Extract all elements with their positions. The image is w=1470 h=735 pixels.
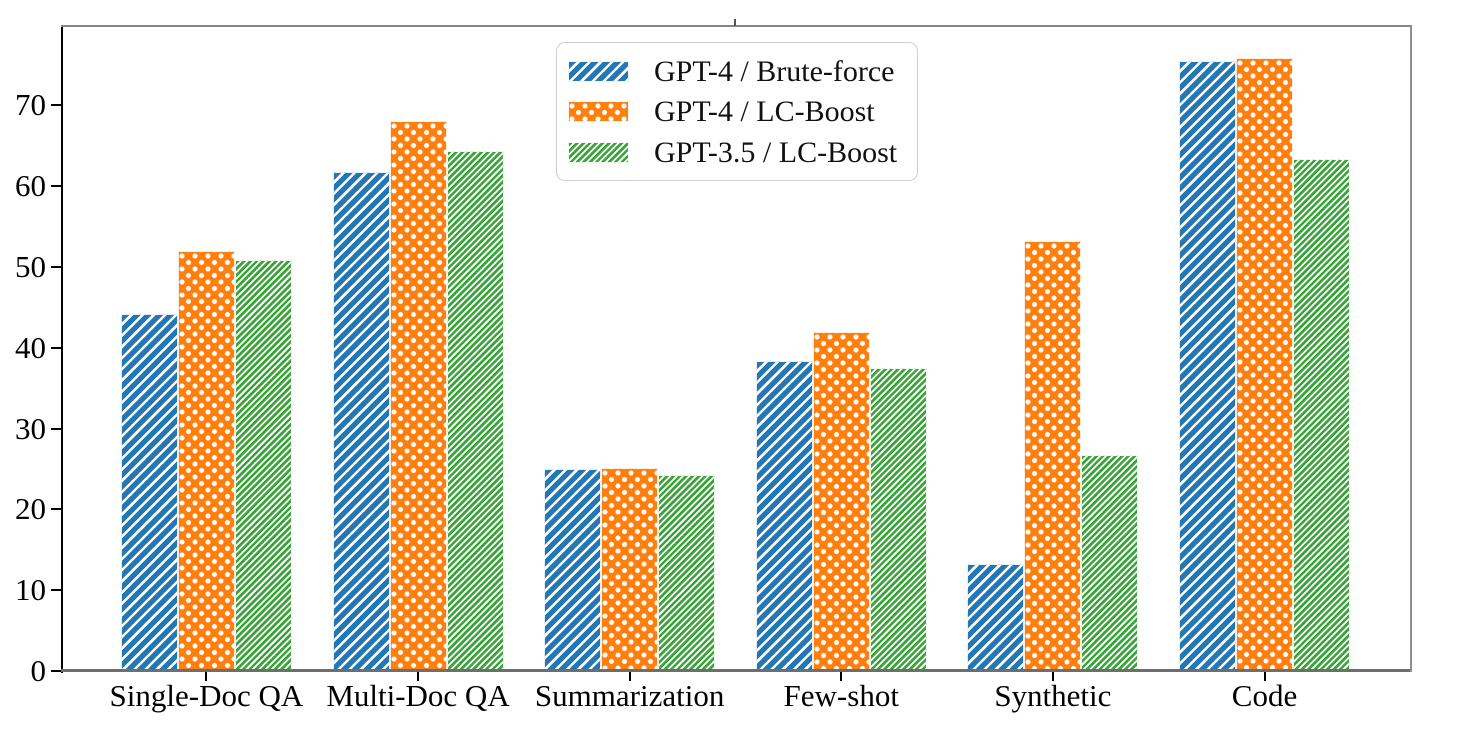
legend-item: GPT-4 / LC-Boost [568,95,909,128]
legend-label: GPT-4 / Brute-force [654,54,895,88]
left-spine [61,26,63,673]
bar [755,360,813,671]
y-tick-mark [51,427,61,430]
right-spine [1410,25,1412,672]
bar [544,468,602,671]
bar [120,313,178,671]
bar [1081,455,1139,671]
y-tick-label: 30 [15,410,46,446]
x-category-label: Summarization [534,678,725,713]
x-category-label: Multi-Doc QA [326,678,510,713]
bar [1024,241,1082,671]
x-category-label: Few-shot [783,678,899,713]
legend-swatch-icon [568,60,629,82]
y-tick-mark [51,265,61,268]
x-tick-mark [205,672,208,681]
bar [812,332,870,671]
bar [1236,58,1293,671]
bar [389,120,447,671]
bar [446,151,504,671]
bar [332,172,390,671]
bar [967,564,1025,671]
y-tick-label: 50 [15,248,46,284]
y-tick-label: 60 [15,168,46,204]
y-tick-mark [51,104,61,107]
bar [177,250,235,671]
y-tick-mark [51,670,61,672]
x-tick-mark [1051,672,1054,681]
x-tick-mark [417,672,420,681]
y-tick-label: 40 [15,329,46,365]
y-tick-label: 10 [15,572,46,608]
y-tick-mark [51,589,61,592]
legend-swatch-icon [568,141,629,163]
bottom-spine [61,669,1412,672]
legend-item: GPT-4 / Brute-force [568,55,909,88]
bar [234,260,292,671]
legend-label: GPT-3.5 / LC-Boost [654,135,898,169]
bar [869,367,927,671]
legend-item: GPT-3.5 / LC-Boost [568,136,909,169]
x-tick-mark [628,672,631,681]
y-tick-label: 20 [15,491,46,527]
x-tick-mark [1263,672,1266,681]
bar [658,474,716,671]
legend: GPT-4 / Brute-force GPT-4 / LC-Boost GPT-3… [556,42,918,181]
y-tick-mark [51,508,61,511]
top-spine [61,25,1412,27]
y-tick-label: 0 [30,653,47,688]
y-tick-mark [51,185,61,188]
x-category-label: Code [1231,678,1298,713]
bar [1179,60,1236,671]
bar [601,468,659,671]
top-spine-tick [734,19,736,26]
x-category-label: Single-Doc QA [109,678,304,713]
y-tick-mark [51,346,61,349]
x-category-label: Synthetic [994,678,1112,713]
legend-label: GPT-4 / LC-Boost [654,95,875,128]
bar [1293,159,1350,671]
y-tick-label: 70 [15,87,46,123]
x-tick-mark [840,672,843,681]
legend-swatch-icon [568,101,629,122]
